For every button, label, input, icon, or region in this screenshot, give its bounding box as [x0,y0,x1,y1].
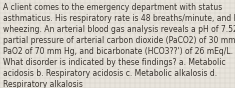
Text: A client comes to the emergency department with status
asthmaticus. His respirat: A client comes to the emergency departme… [3,3,235,88]
